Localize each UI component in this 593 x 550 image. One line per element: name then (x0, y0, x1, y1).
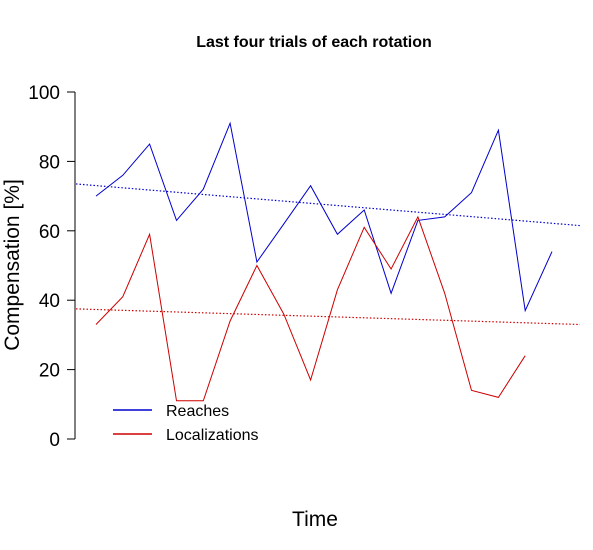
y-tick-label-2: 40 (39, 291, 60, 312)
y-tick-label-4: 80 (39, 152, 60, 173)
legend-label-reaches: Reaches (166, 403, 229, 420)
chart-title: Last four trials of each rotation (196, 34, 432, 51)
trend-line-reaches (75, 183, 581, 227)
y-ticks: 0 20 40 60 80 100 (28, 83, 75, 451)
x-axis-label: Time (292, 508, 338, 531)
y-tick-label-3: 60 (39, 222, 60, 243)
y-tick-label-1: 20 (39, 361, 60, 382)
series-line-reaches (95, 121, 553, 313)
series-line-localizations (95, 215, 526, 402)
y-tick-label-0: 0 (49, 430, 60, 451)
y-axis-label: Compensation [%] (1, 179, 24, 351)
trend-line-localizations (75, 308, 581, 326)
y-tick-label-5: 100 (28, 83, 60, 104)
legend: Reaches Localizations (113, 403, 259, 444)
legend-label-localizations: Localizations (166, 427, 259, 444)
series-layer (75, 121, 581, 402)
